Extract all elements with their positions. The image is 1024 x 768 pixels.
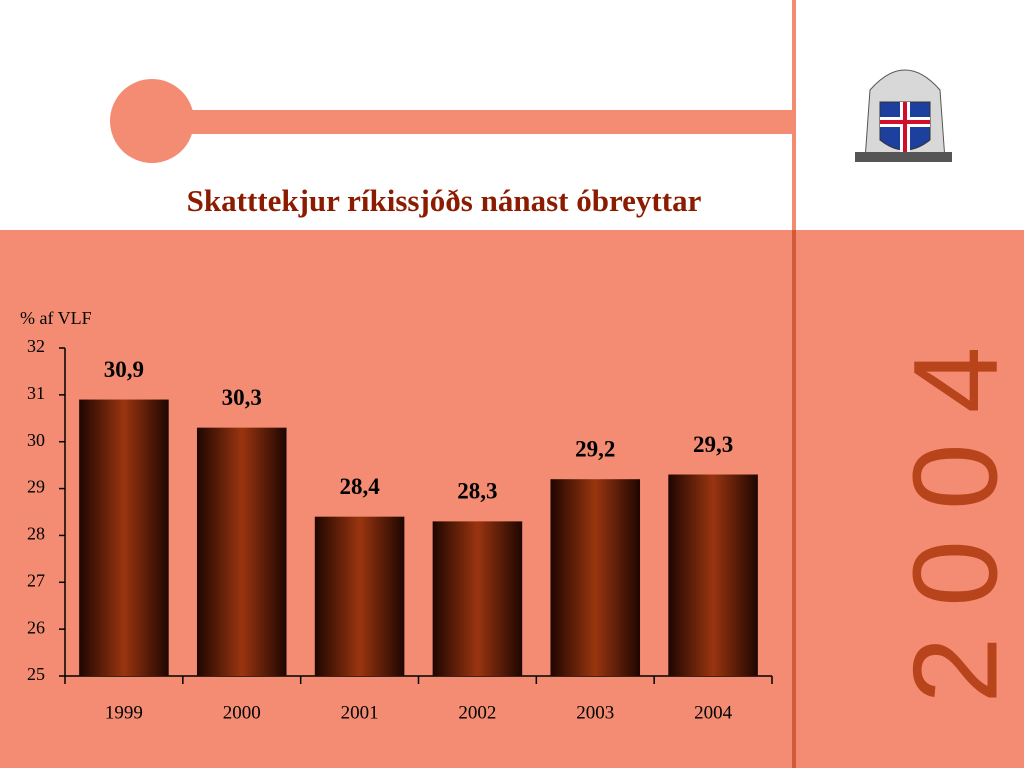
- divider-line-lower: [792, 230, 796, 768]
- slide-title: Skatttekjur ríkissjóðs nánast óbreyttar: [187, 183, 702, 218]
- bar: [314, 516, 405, 676]
- decor-bar: [152, 110, 794, 134]
- y-tick-label: 32: [27, 336, 45, 356]
- bottom-background: [0, 230, 1024, 768]
- value-label: 28,4: [339, 474, 380, 499]
- bar: [668, 474, 758, 676]
- bar: [432, 521, 523, 676]
- value-label: 28,3: [457, 479, 497, 504]
- bar: [196, 427, 287, 676]
- x-tick-label: 2000: [223, 702, 261, 723]
- value-label: 29,2: [575, 436, 615, 461]
- emblem-cross-red-h: [880, 120, 930, 124]
- value-label: 30,3: [222, 385, 262, 410]
- value-label: 30,9: [104, 357, 144, 382]
- x-tick-label: 2001: [341, 702, 379, 723]
- y-tick-label: 30: [27, 430, 45, 450]
- side-year: 2004: [889, 317, 1023, 704]
- x-tick-label: 1999: [105, 702, 143, 723]
- x-tick-label: 2003: [576, 702, 614, 723]
- y-tick-label: 26: [27, 617, 45, 637]
- coat-of-arms: [855, 69, 952, 162]
- y-tick-label: 27: [27, 570, 45, 590]
- value-label: 29,3: [693, 432, 733, 457]
- y-axis-label: % af VLF: [20, 308, 92, 328]
- x-tick-label: 2004: [694, 702, 733, 723]
- y-tick-label: 31: [27, 383, 45, 403]
- emblem-base: [855, 152, 952, 162]
- bar: [79, 399, 169, 676]
- y-tick-label: 29: [27, 477, 45, 497]
- y-tick-label: 25: [27, 664, 45, 684]
- emblem-cross-red-v: [903, 102, 907, 152]
- bar: [550, 479, 641, 676]
- y-tick-label: 28: [27, 524, 45, 544]
- x-tick-label: 2002: [458, 702, 496, 723]
